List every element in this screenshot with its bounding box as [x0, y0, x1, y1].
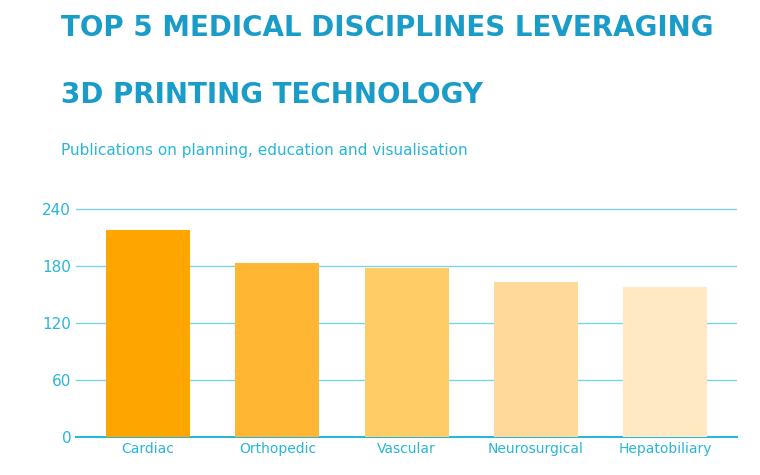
Text: Publications on planning, education and visualisation: Publications on planning, education and … [61, 142, 467, 158]
Text: TOP 5 MEDICAL DISCIPLINES LEVERAGING: TOP 5 MEDICAL DISCIPLINES LEVERAGING [61, 14, 714, 42]
Bar [623, 287, 707, 437]
Bar [236, 263, 319, 437]
Text: 3D PRINTING TECHNOLOGY: 3D PRINTING TECHNOLOGY [61, 81, 483, 109]
Bar [106, 230, 190, 437]
Bar [365, 268, 448, 437]
Bar [494, 282, 578, 437]
